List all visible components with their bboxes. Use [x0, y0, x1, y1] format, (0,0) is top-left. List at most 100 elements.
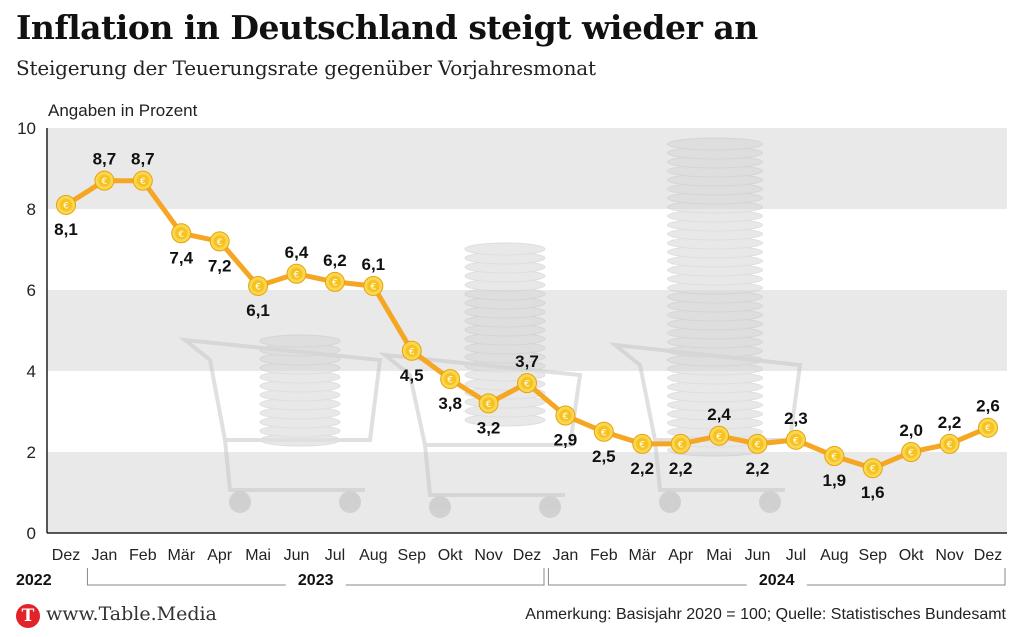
coin-inner — [673, 436, 688, 451]
shopping-cart-decoration — [378, 352, 583, 447]
euro-icon: € — [255, 282, 261, 292]
data-label: 2,2 — [669, 459, 693, 478]
coin-stack-decoration — [259, 334, 341, 348]
x-tick-label: Dez — [974, 547, 1002, 564]
coin-inner — [443, 372, 458, 387]
data-label: 6,1 — [246, 301, 270, 320]
year-bracket-line — [86, 568, 286, 586]
euro-icon: € — [985, 424, 991, 434]
euro-icon: € — [217, 238, 223, 248]
x-tick-label: Mär — [167, 547, 195, 564]
euro-coin-marker: € — [517, 373, 537, 394]
x-tick-label: Dez — [513, 547, 541, 564]
euro-coin-marker: € — [670, 433, 691, 454]
x-tick-label: Apr — [207, 547, 233, 564]
euro-coin-marker: € — [555, 405, 576, 426]
coin-stack-decoration — [464, 242, 546, 256]
data-label: 3,7 — [515, 352, 539, 371]
coin-inner — [289, 266, 304, 281]
y-tick-label: 0 — [27, 524, 36, 543]
euro-coin-marker: € — [324, 271, 345, 292]
x-tick-label: Jul — [325, 547, 345, 564]
year-label: 2023 — [298, 572, 334, 589]
coin-inner — [366, 278, 381, 293]
euro-coin-marker: € — [593, 421, 614, 442]
data-label: 8,1 — [54, 220, 78, 239]
euro-icon: € — [831, 453, 837, 463]
euro-coin-marker: € — [440, 369, 461, 390]
table-media-logo-icon: T — [16, 604, 40, 628]
year-bracket-line — [345, 568, 545, 586]
euro-icon: € — [755, 440, 761, 450]
y-tick-label: 8 — [27, 200, 36, 219]
data-label: 6,2 — [323, 251, 347, 270]
footer-source-note: Anmerkung: Basisjahr 2020 = 100; Quelle:… — [525, 606, 1006, 623]
cart-wheel-decoration — [429, 496, 451, 518]
x-tick-label: Jun — [284, 547, 310, 564]
coin-inner — [750, 436, 765, 451]
x-tick-label: Okt — [438, 547, 463, 564]
coin-inner — [481, 396, 496, 411]
y-tick-label: 6 — [27, 281, 36, 300]
euro-coin-marker: € — [978, 417, 998, 438]
euro-coin-marker: € — [286, 263, 307, 284]
data-label: 2,5 — [592, 447, 616, 466]
coin-inner — [942, 436, 957, 451]
x-tick-label: Mai — [245, 547, 271, 564]
coin-inner — [981, 420, 995, 435]
y-tick-label: 10 — [17, 119, 36, 138]
data-label: 4,5 — [400, 366, 424, 385]
coin-inner — [174, 226, 189, 241]
x-tick-label: Aug — [359, 547, 387, 564]
coin-inner — [135, 173, 150, 188]
year-label: 2022 — [16, 572, 52, 589]
cart-wheel-decoration — [659, 491, 681, 513]
data-label: 2,6 — [976, 397, 1000, 416]
euro-coin-marker: € — [363, 275, 384, 296]
data-label: 2,9 — [554, 431, 578, 450]
coin-inner — [251, 278, 266, 293]
euro-coin-marker: € — [632, 433, 653, 454]
euro-coin-marker: € — [56, 194, 76, 215]
euro-coin-marker: € — [132, 170, 153, 191]
euro-icon: € — [639, 440, 645, 450]
data-label: 2,2 — [746, 459, 770, 478]
x-tick-label: Sep — [859, 547, 888, 564]
data-label: 6,1 — [362, 255, 386, 274]
x-tick-label: Jan — [553, 547, 579, 564]
data-label: 8,7 — [131, 150, 155, 169]
chart-subtitle: Steigerung der Teuerungsrate gegenüber V… — [16, 56, 596, 80]
euro-icon: € — [563, 412, 569, 422]
x-tick-label: Nov — [935, 547, 963, 564]
euro-coin-marker: € — [171, 223, 192, 244]
year-label: 2024 — [759, 572, 795, 589]
x-tick-label: Mai — [706, 547, 732, 564]
euro-icon: € — [908, 449, 914, 459]
euro-icon: € — [102, 177, 108, 187]
euro-coin-marker: € — [824, 446, 845, 467]
data-label: 2,2 — [630, 459, 654, 478]
euro-icon: € — [178, 230, 184, 240]
x-axis-ticks: Dez Jan Feb Mär Apr Mai Jun Jul Aug Sep Okt Nov Dez J… — [52, 547, 1002, 564]
data-label: 2,0 — [899, 421, 923, 440]
grid-band — [47, 452, 1007, 533]
y-axis-ticks: 0 2 4 6 8 10 — [17, 119, 36, 543]
cart-wheel-decoration — [339, 491, 361, 513]
coin-inner — [827, 449, 842, 464]
euro-icon: € — [140, 177, 146, 187]
data-label: 1,9 — [823, 471, 847, 490]
x-tick-label: Apr — [668, 547, 694, 564]
euro-coin-marker: € — [939, 433, 960, 454]
y-tick-label: 4 — [27, 362, 36, 381]
data-label: 2,3 — [784, 409, 808, 428]
euro-icon: € — [332, 278, 338, 288]
euro-coin-marker: € — [862, 458, 883, 479]
coin-inner — [97, 173, 112, 188]
euro-icon: € — [716, 432, 722, 442]
euro-icon: € — [447, 376, 453, 386]
cart-wheel-decoration — [759, 491, 781, 513]
data-labels: 8,1 8,7 8,7 7,4 7,2 6,1 6,4 6,2 6,1 4,5 3,8 3,2 3,7 2… — [54, 150, 1000, 503]
euro-icon: € — [793, 436, 799, 446]
x-tick-label: Jun — [745, 547, 771, 564]
footer-site-link[interactable]: www.Table.Media — [46, 603, 217, 625]
